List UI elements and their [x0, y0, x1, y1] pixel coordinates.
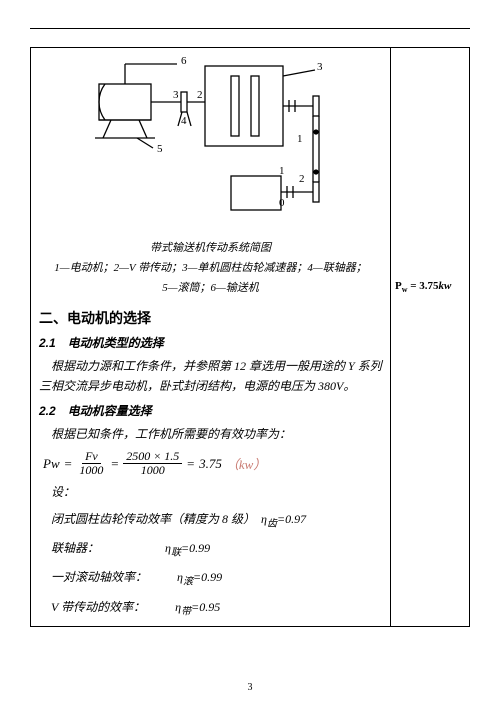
caption-line-3: 5—滚筒；6—输送机	[39, 279, 382, 299]
diagram-label-4: 4	[181, 115, 187, 127]
formula-num1: Fv	[82, 450, 101, 464]
efficiency-line-3: 一对滚动轴效率： η滚=0.99	[39, 567, 382, 590]
section-2-1-title: 2.1 电动机类型的选择	[39, 334, 382, 351]
eff1-text: 闭式圆柱齿轮传动效率（精度为 8 级）	[51, 512, 249, 526]
eff3-text: 一对滚动轴效率：	[51, 570, 141, 584]
eff1-val: =0.97	[277, 512, 306, 526]
margin-pw-note: Pw = 3.75kw	[395, 280, 451, 294]
formula-unit: （kw）	[226, 454, 266, 473]
diagram-caption: 带式输送机传动系统简图 1—电动机；2—V 带传动；3—单机圆柱齿轮减速器；4—…	[39, 239, 382, 298]
formula-num2: 2500 × 1.5	[123, 450, 182, 464]
section-2-2-body: 根据已知条件，工作机所需要的有效功率为：	[39, 425, 382, 444]
section-2-2-title: 2.2 电动机容量选择	[39, 402, 382, 419]
diagram-label-2b: 2	[299, 173, 305, 185]
diagram-label-0: 0	[279, 197, 285, 209]
formula-den2: 1000	[138, 464, 168, 477]
eff2-sub: 联	[171, 547, 181, 558]
caption-line-2: 1—电动机；2—V 带传动；3—单机圆柱齿轮减速器；4—联轴器；	[39, 259, 382, 279]
pw-label: P	[395, 280, 402, 292]
margin-column: Pw = 3.75kw	[391, 48, 469, 626]
formula-lhs: Pw	[43, 456, 60, 472]
page-number: 3	[0, 682, 500, 693]
eq-sign: =	[64, 456, 73, 472]
eq-sign: =	[110, 456, 119, 472]
diagram-label-5: 5	[157, 143, 163, 155]
eq-sign: =	[186, 456, 195, 472]
set-label: 设：	[39, 483, 382, 502]
formula-frac-1: Fv 1000	[76, 450, 106, 477]
pw-eq: = 3.75	[408, 280, 439, 292]
transmission-diagram: 6 3 2 3 4 5 1 2 1 0	[81, 56, 341, 231]
formula-frac-2: 2500 × 1.5 1000	[123, 450, 182, 477]
diagram-label-3b: 3	[173, 89, 179, 101]
section-2-title: 二、电动机的选择	[39, 308, 382, 328]
diagram-label-1b: 1	[279, 165, 285, 177]
efficiency-line-1: 闭式圆柱齿轮传动效率（精度为 8 级） η齿=0.97	[39, 509, 382, 532]
eff4-val: =0.95	[191, 600, 220, 614]
eff2-val: =0.99	[181, 541, 210, 555]
formula-den1: 1000	[76, 464, 106, 477]
page: 6 3 2 3 4 5 1 2 1 0 带式输送机传动系统简图 1—电动机；2—…	[0, 0, 500, 707]
content-frame: 6 3 2 3 4 5 1 2 1 0 带式输送机传动系统简图 1—电动机；2—…	[30, 47, 470, 627]
diagram-label-6: 6	[181, 56, 187, 67]
power-formula: Pw = Fv 1000 = 2500 × 1.5 1000 = 3.75 （k…	[39, 450, 382, 477]
diagram-label-1: 1	[297, 133, 303, 145]
eff4-sub: 带	[181, 606, 191, 617]
pw-unit: kw	[439, 280, 452, 292]
eff3-val: =0.99	[193, 570, 222, 584]
top-rule	[30, 28, 470, 29]
efficiency-line-4: V 带传动的效率： η带=0.95	[39, 597, 382, 620]
diagram-label-3: 3	[317, 61, 323, 73]
eff2-text: 联轴器：	[51, 541, 93, 555]
section-2-1-body: 根据动力源和工作条件，并参照第 12 章选用一般用途的 Y 系列三相交流异步电动…	[39, 357, 382, 395]
diagram-label-2: 2	[197, 89, 203, 101]
eff3-sub: 滚	[183, 577, 193, 588]
diagram-wrap: 6 3 2 3 4 5 1 2 1 0	[39, 56, 382, 231]
eff1-sub: 齿	[267, 518, 277, 529]
formula-result: 3.75	[199, 456, 222, 472]
efficiency-line-2: 联轴器： η联=0.99	[39, 538, 382, 561]
caption-line-1: 带式输送机传动系统简图	[39, 239, 382, 259]
eff4-text: V 带传动的效率：	[51, 600, 139, 614]
main-column: 6 3 2 3 4 5 1 2 1 0 带式输送机传动系统简图 1—电动机；2—…	[31, 48, 391, 626]
